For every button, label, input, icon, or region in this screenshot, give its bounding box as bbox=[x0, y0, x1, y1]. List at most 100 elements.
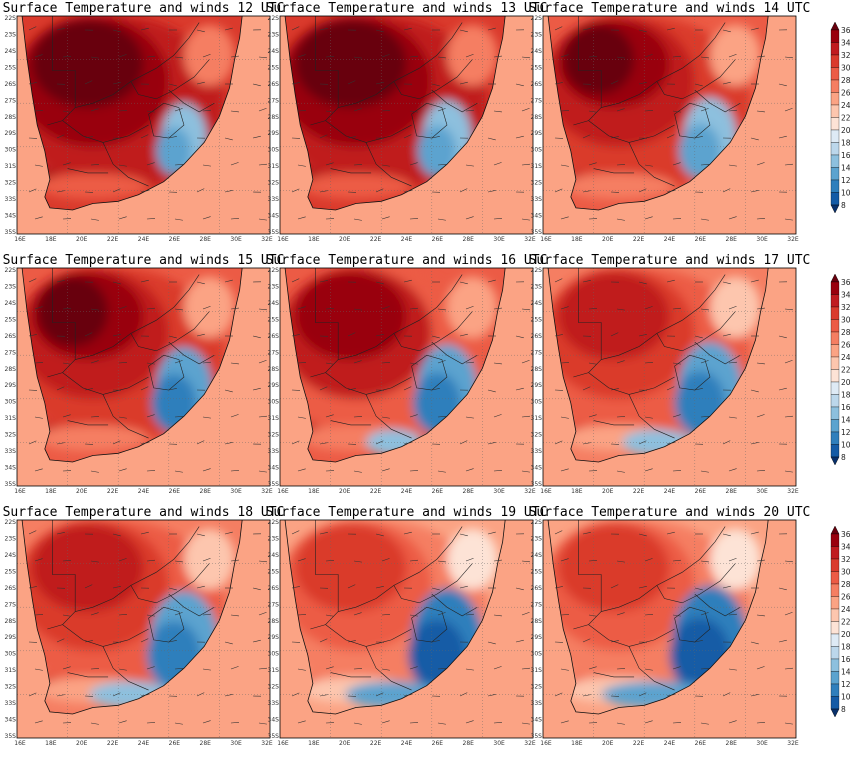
lat-tick-label: 27S bbox=[5, 97, 17, 104]
lon-tick-label: 28E bbox=[463, 236, 475, 243]
wind-barb bbox=[521, 359, 530, 364]
wind-barb bbox=[297, 468, 306, 472]
wind-barb bbox=[297, 164, 306, 167]
wind-barb bbox=[319, 280, 328, 283]
lon-tick-label: 20E bbox=[76, 740, 88, 747]
colorbar-label: 20 bbox=[841, 378, 850, 387]
lon-tick-label: 26E bbox=[432, 236, 444, 243]
lon-tick-label: 24E bbox=[664, 740, 676, 747]
temperature-contour bbox=[300, 24, 372, 95]
wind-barb bbox=[756, 614, 765, 617]
wind-barb bbox=[784, 415, 793, 418]
lon-tick-label: 28E bbox=[463, 740, 475, 747]
wind-barb bbox=[112, 533, 121, 537]
lat-tick-label: 29S bbox=[5, 130, 17, 137]
wind-barb bbox=[118, 668, 127, 671]
lat-tick-label: 22S bbox=[268, 15, 280, 22]
wind-barb bbox=[381, 362, 390, 364]
border-line bbox=[365, 646, 412, 691]
border-line bbox=[411, 354, 448, 391]
colorbar-segment bbox=[830, 369, 840, 383]
wind-barb bbox=[112, 334, 121, 337]
border-line bbox=[130, 59, 210, 100]
wind-barb bbox=[325, 614, 334, 617]
wind-barb bbox=[196, 29, 205, 33]
wind-barb bbox=[202, 109, 211, 112]
colorbar-segment bbox=[830, 167, 840, 181]
wind-barb bbox=[291, 188, 300, 193]
wind-barb bbox=[644, 668, 653, 671]
lat-tick-label: 30S bbox=[531, 147, 543, 154]
lat-tick-label: 24S bbox=[5, 300, 17, 307]
lat-tick-label: 29S bbox=[5, 382, 17, 389]
lat-tick-label: 27S bbox=[268, 97, 280, 104]
wind-barb bbox=[319, 28, 328, 31]
wind-barb bbox=[431, 335, 440, 339]
wind-barb bbox=[146, 614, 155, 617]
wind-barb bbox=[672, 666, 681, 670]
wind-barb bbox=[778, 639, 787, 643]
wind-barb bbox=[62, 414, 71, 418]
wind-barb bbox=[728, 613, 737, 616]
wind-barb bbox=[258, 56, 267, 59]
lat-tick-label: 29S bbox=[268, 634, 280, 641]
wind-barb bbox=[347, 136, 356, 139]
wind-barb bbox=[56, 190, 65, 193]
wind-barb bbox=[297, 362, 307, 364]
lat-tick-label: 32S bbox=[5, 684, 17, 691]
lat-tick-label: 27S bbox=[5, 601, 17, 608]
wind-barb bbox=[325, 560, 334, 562]
wind-barb bbox=[487, 389, 496, 393]
wind-barb bbox=[493, 218, 502, 220]
wind-barb bbox=[694, 587, 703, 591]
colorbar-label: 24 bbox=[841, 101, 850, 110]
border-line bbox=[593, 420, 635, 426]
lon-tick-label: 22E bbox=[370, 236, 382, 243]
wind-barb bbox=[694, 83, 703, 87]
wind-barb bbox=[347, 640, 356, 643]
wind-barb bbox=[666, 694, 675, 697]
wind-barb bbox=[515, 135, 524, 139]
lat-tick-label: 30S bbox=[268, 399, 280, 406]
wind-barb bbox=[90, 108, 99, 112]
wind-barb bbox=[644, 614, 653, 616]
wind-barb bbox=[381, 216, 390, 220]
wind-barb bbox=[588, 308, 597, 310]
wind-barb bbox=[700, 108, 709, 112]
wind-barb bbox=[784, 667, 793, 670]
wind-barb bbox=[666, 386, 675, 391]
wind-barb bbox=[672, 307, 681, 310]
wind-barb bbox=[515, 587, 524, 591]
colorbar-label: 34 bbox=[841, 39, 850, 48]
colorbar-label: 28 bbox=[841, 328, 850, 337]
colorbar-label: 18 bbox=[841, 139, 850, 148]
wind-barb bbox=[347, 388, 356, 391]
lon-tick-label: 26E bbox=[695, 488, 707, 495]
wind-barb bbox=[644, 468, 653, 472]
coastline bbox=[547, 16, 769, 211]
wind-barb bbox=[644, 164, 653, 167]
border-line bbox=[601, 526, 726, 612]
panel-title: Surface Temperature and winds 17 UTC bbox=[529, 253, 811, 268]
wind-barb bbox=[403, 27, 412, 31]
wind-barb bbox=[381, 110, 390, 112]
wind-barb bbox=[62, 162, 71, 166]
border-line bbox=[593, 672, 635, 678]
colorbar-label: 36 bbox=[841, 278, 850, 287]
colorbar-segment bbox=[830, 344, 840, 358]
lat-tick-label: 24S bbox=[531, 48, 543, 55]
wind-barb bbox=[174, 218, 183, 221]
wind-barb bbox=[297, 54, 306, 58]
colorbar-label: 26 bbox=[841, 89, 850, 98]
wind-barb bbox=[196, 188, 205, 193]
lat-tick-label: 32S bbox=[268, 432, 280, 439]
colorbar-label: 20 bbox=[841, 126, 850, 135]
wind-barb bbox=[325, 414, 334, 418]
wind-barb bbox=[224, 190, 233, 193]
wind-barb bbox=[230, 110, 239, 113]
wind-barb bbox=[756, 307, 765, 310]
lat-tick-label: 28S bbox=[268, 114, 280, 121]
wind-barb bbox=[62, 362, 71, 365]
lon-tick-label: 18E bbox=[45, 236, 57, 243]
